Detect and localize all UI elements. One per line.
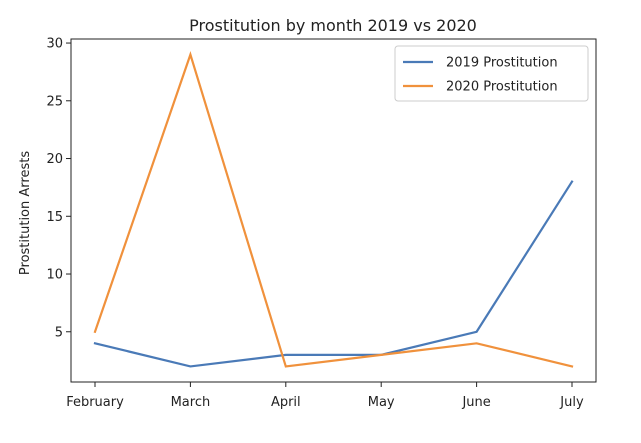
y-axis-label: Prostitution Arrests [18, 151, 33, 275]
series-lines [93, 51, 574, 368]
x-tick-label: June [461, 395, 490, 410]
chart-title: Prostitution by month 2019 vs 2020 [189, 16, 477, 35]
y-tick-label: 10 [46, 268, 63, 283]
x-tick-label: May [368, 395, 395, 410]
y-tick-label: 15 [46, 210, 63, 225]
x-tick-label: April [271, 395, 301, 410]
y-tick-label: 30 [46, 37, 63, 52]
x-tick-label: March [171, 395, 211, 410]
series-line-2 [93, 51, 574, 368]
legend-label: 2019 Prostitution [446, 56, 558, 71]
legend-box [394, 45, 589, 102]
y-tick-label: 20 [46, 152, 63, 167]
legend-label: 2020 Prostitution [446, 80, 558, 95]
x-tick-label: July [559, 395, 584, 410]
y-tick-label: 5 [55, 325, 63, 340]
series-line-1 [93, 180, 574, 368]
plot-frame [70, 38, 597, 383]
y-tick-label: 25 [46, 94, 63, 109]
x-axis-ticks: February March April May June July [66, 382, 584, 410]
y-axis-ticks: 5 10 15 20 25 30 [46, 37, 71, 340]
legend: 2019 Prostitution 2020 Prostitution [394, 45, 589, 102]
x-tick-label: February [66, 395, 124, 410]
